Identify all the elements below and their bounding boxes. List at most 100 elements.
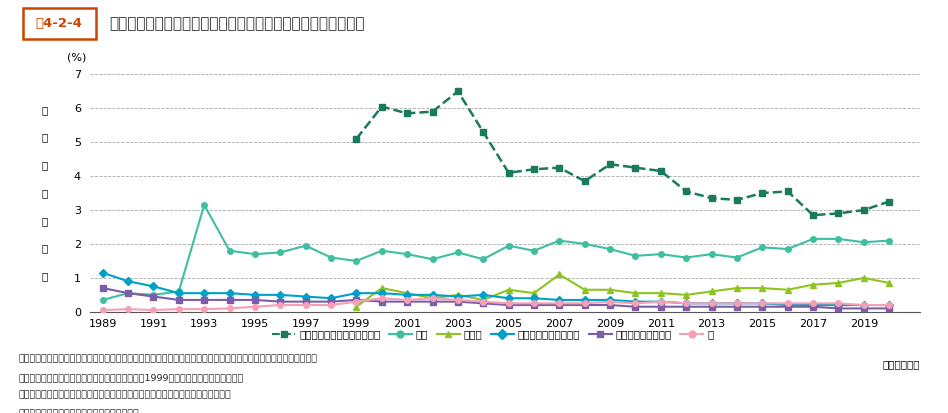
鉛 xyxy=(198,306,210,311)
硝酸性窒素及び亜硝酸性窒素 xyxy=(681,189,692,194)
鉛 xyxy=(884,303,895,308)
テトラクロロエチレン xyxy=(858,303,869,308)
硝酸性窒素及び亜硝酸性窒素 xyxy=(452,89,464,94)
テトラクロロエチレン xyxy=(808,303,819,308)
テトラクロロエチレン xyxy=(478,292,489,297)
鉛 xyxy=(401,297,412,302)
鉛 xyxy=(452,297,464,302)
鉛 xyxy=(376,296,388,301)
トリクロロエチレン xyxy=(503,303,515,308)
ふっ素 xyxy=(655,291,666,296)
テトラクロロエチレン xyxy=(629,299,641,304)
鉛 xyxy=(249,304,261,309)
砒素 xyxy=(884,238,895,243)
硝酸性窒素及び亜硝酸性窒素 xyxy=(605,162,616,167)
ふっ素 xyxy=(427,296,438,301)
砒素 xyxy=(832,236,844,241)
鉛 xyxy=(579,301,591,306)
ふっ素 xyxy=(351,304,362,309)
トリクロロエチレン xyxy=(173,297,185,302)
ふっ素 xyxy=(579,287,591,292)
鉛 xyxy=(528,301,539,306)
トリクロロエチレン xyxy=(401,299,412,304)
Line: トリクロロエチレン: トリクロロエチレン xyxy=(100,285,892,311)
ふっ素 xyxy=(554,272,565,277)
砒素 xyxy=(782,247,793,252)
ふっ素 xyxy=(858,275,869,280)
ふっ素 xyxy=(706,289,718,294)
テトラクロロエチレン xyxy=(224,291,235,296)
トリクロロエチレン xyxy=(782,304,793,309)
砒素 xyxy=(122,291,134,296)
硝酸性窒素及び亜硝酸性窒素 xyxy=(351,136,362,141)
鉛 xyxy=(706,301,718,306)
鉛 xyxy=(478,299,489,304)
砒素 xyxy=(249,252,261,256)
Text: （調査年度）: （調査年度） xyxy=(882,359,920,369)
トリクロロエチレン xyxy=(452,299,464,304)
硝酸性窒素及び亜硝酸性窒素 xyxy=(554,165,565,170)
ふっ素 xyxy=(832,280,844,285)
テトラクロロエチレン xyxy=(351,291,362,296)
テトラクロロエチレン xyxy=(198,291,210,296)
鉛 xyxy=(782,301,793,306)
硝酸性窒素及び亜硝酸性窒素 xyxy=(706,196,718,201)
鉛 xyxy=(148,308,159,313)
ふっ素 xyxy=(376,286,388,291)
硝酸性窒素及び亜硝酸性窒素 xyxy=(629,165,641,170)
トリクロロエチレン xyxy=(731,304,742,309)
トリクロロエチレン xyxy=(351,297,362,302)
Text: ２：硝酸性窒素及び亜硝酸性窒素、ふっ素は、1999年に環境基準に追加された。: ２：硝酸性窒素及び亜硝酸性窒素、ふっ素は、1999年に環境基準に追加された。 xyxy=(19,373,244,382)
Text: 図4-2-4: 図4-2-4 xyxy=(36,17,82,30)
砒素 xyxy=(655,252,666,256)
テトラクロロエチレン xyxy=(655,299,666,304)
砒素 xyxy=(401,252,412,256)
トリクロロエチレン xyxy=(528,303,539,308)
鉛 xyxy=(224,306,235,311)
砒素 xyxy=(629,253,641,258)
テトラクロロエチレン xyxy=(503,296,515,301)
トリクロロエチレン xyxy=(832,306,844,311)
Text: 環: 環 xyxy=(42,105,47,115)
テトラクロロエチレン xyxy=(452,294,464,299)
砒素 xyxy=(706,252,718,256)
ふっ素 xyxy=(681,292,692,297)
テトラクロロエチレン xyxy=(554,297,565,302)
テトラクロロエチレン xyxy=(528,296,539,301)
Text: 率: 率 xyxy=(42,271,47,281)
トリクロロエチレン xyxy=(706,304,718,309)
トリクロロエチレン xyxy=(605,303,616,308)
砒素 xyxy=(198,202,210,207)
硝酸性窒素及び亜硝酸性窒素 xyxy=(376,104,388,109)
砒素 xyxy=(427,257,438,262)
Text: 資料：環境省「令和２年度地下水質測定結果」: 資料：環境省「令和２年度地下水質測定結果」 xyxy=(19,410,139,413)
鉛 xyxy=(832,301,844,306)
Line: 鉛: 鉛 xyxy=(100,295,892,313)
Line: テトラクロロエチレン: テトラクロロエチレン xyxy=(100,270,892,308)
トリクロロエチレン xyxy=(325,299,337,304)
砒素 xyxy=(808,236,819,241)
トリクロロエチレン xyxy=(478,301,489,306)
硝酸性窒素及び亜硝酸性窒素 xyxy=(757,191,768,196)
硝酸性窒素及び亜硝酸性窒素 xyxy=(427,109,438,114)
砒素 xyxy=(275,250,286,255)
鉛 xyxy=(325,303,337,308)
テトラクロロエチレン xyxy=(427,292,438,297)
トリクロロエチレン xyxy=(97,286,108,291)
鉛 xyxy=(173,306,185,311)
鉛 xyxy=(427,296,438,301)
Text: 基: 基 xyxy=(42,160,47,171)
砒素 xyxy=(325,255,337,260)
トリクロロエチレン xyxy=(554,303,565,308)
ふっ素 xyxy=(731,286,742,291)
砒素 xyxy=(579,242,591,247)
砒素 xyxy=(97,297,108,302)
テトラクロロエチレン xyxy=(605,297,616,302)
テトラクロロエチレン xyxy=(173,291,185,296)
テトラクロロエチレン xyxy=(731,301,742,306)
砒素 xyxy=(731,255,742,260)
砒素 xyxy=(173,289,185,294)
硝酸性窒素及び亜硝酸性窒素 xyxy=(858,208,869,213)
砒素 xyxy=(224,248,235,253)
Text: 準: 準 xyxy=(42,188,47,198)
